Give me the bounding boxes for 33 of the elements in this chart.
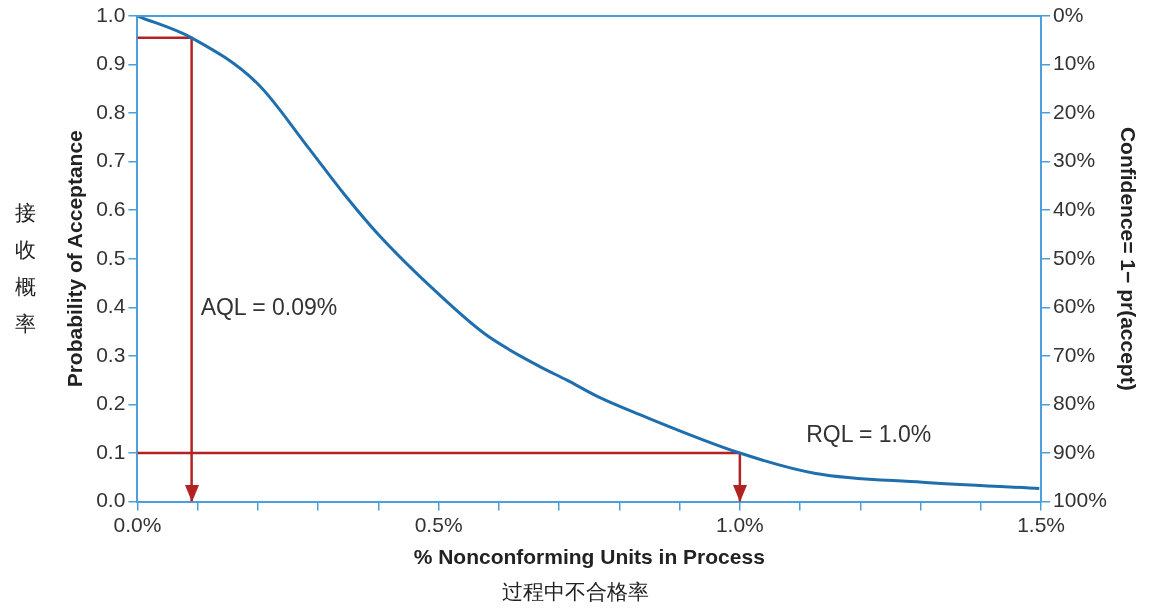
x-tick-label: 0.0% bbox=[113, 513, 162, 536]
y-tick-label: 0.4 bbox=[96, 294, 126, 318]
y2-tick-label: 90% bbox=[1053, 439, 1096, 463]
y-tick-label: 0.8 bbox=[96, 99, 126, 123]
y-tick-label: 0.1 bbox=[96, 439, 126, 463]
y2-tick-label: 30% bbox=[1053, 148, 1096, 172]
text: 接收概率 bbox=[13, 200, 37, 338]
y-tick-label: 0.3 bbox=[96, 342, 126, 366]
x-axis-title: % Nonconforming Units in Process bbox=[413, 545, 765, 569]
x-tick-label: 1.5% bbox=[1017, 513, 1066, 536]
y2-tick-label: 20% bbox=[1053, 99, 1096, 123]
y2-tick-label: 80% bbox=[1053, 391, 1096, 415]
x-tick-label: 0.5% bbox=[414, 513, 463, 536]
y-tick-label: 0.6 bbox=[96, 197, 126, 221]
y-tick-label: 0.7 bbox=[96, 148, 126, 172]
y2-tick-label: 70% bbox=[1053, 342, 1096, 366]
text: 过程中不合格率 bbox=[501, 579, 650, 606]
x-tick-label: 1.0% bbox=[715, 513, 764, 536]
y-tick-label: 0.2 bbox=[96, 391, 126, 415]
y2-tick-label: 60% bbox=[1053, 294, 1096, 318]
y2-tick-label: 10% bbox=[1053, 51, 1096, 75]
y2-tick-label: 100% bbox=[1053, 488, 1107, 512]
annotation: RQL = 1.0% bbox=[806, 420, 932, 447]
y2-tick-label: 50% bbox=[1053, 245, 1096, 269]
y-tick-label: 0.5 bbox=[96, 245, 126, 269]
y-tick-label: 1.0 bbox=[96, 2, 126, 26]
annotation: AQL = 0.09% bbox=[200, 294, 338, 321]
y2-tick-label: 40% bbox=[1053, 197, 1096, 221]
y-tick-label: 0.0 bbox=[96, 488, 126, 512]
y2-tick-label: 0% bbox=[1053, 2, 1084, 26]
y2-axis-title: Confidence= 1− pr(accept) bbox=[1116, 126, 1140, 391]
y-axis-title: Probability of Acceptance bbox=[63, 130, 87, 388]
y-tick-label: 0.9 bbox=[96, 51, 126, 75]
